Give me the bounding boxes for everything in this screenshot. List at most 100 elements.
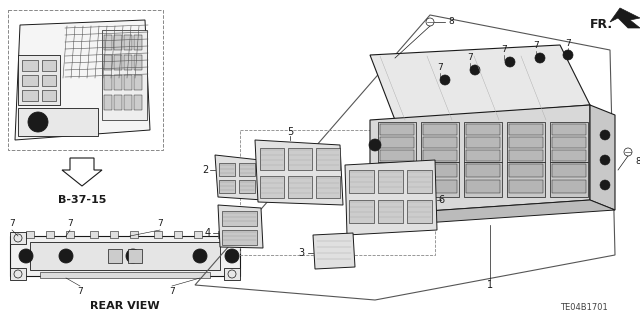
Bar <box>22 60 38 71</box>
Bar <box>423 124 457 135</box>
Polygon shape <box>610 8 640 28</box>
Bar <box>240 130 435 255</box>
Bar <box>316 148 340 170</box>
Bar <box>134 95 142 110</box>
Bar <box>104 95 112 110</box>
Circle shape <box>228 252 236 260</box>
Bar <box>124 95 132 110</box>
Bar <box>288 176 312 198</box>
Bar <box>380 124 414 135</box>
Text: 7: 7 <box>437 63 443 72</box>
Circle shape <box>566 53 570 57</box>
Bar <box>22 75 38 86</box>
Bar <box>466 137 500 148</box>
Bar <box>42 75 56 86</box>
Bar <box>378 200 403 223</box>
Text: 1: 1 <box>487 280 493 290</box>
Polygon shape <box>370 45 590 120</box>
Circle shape <box>22 252 30 260</box>
Bar <box>552 180 586 193</box>
Text: 2: 2 <box>202 165 208 175</box>
Bar <box>239 163 255 176</box>
Bar <box>154 231 162 238</box>
Bar <box>552 124 586 135</box>
Bar <box>42 90 56 101</box>
Circle shape <box>472 68 477 72</box>
Bar <box>134 35 142 50</box>
Text: 8: 8 <box>635 158 640 167</box>
Circle shape <box>369 139 381 151</box>
Bar <box>260 148 284 170</box>
Polygon shape <box>215 155 263 200</box>
Bar <box>114 95 122 110</box>
Bar <box>124 35 132 50</box>
Bar <box>421 122 459 162</box>
Circle shape <box>505 57 515 67</box>
Bar <box>380 180 414 193</box>
Circle shape <box>442 78 447 83</box>
Bar <box>26 231 34 238</box>
Bar <box>552 150 586 161</box>
Bar <box>22 90 38 101</box>
Bar <box>104 35 112 50</box>
Polygon shape <box>370 105 590 215</box>
Polygon shape <box>370 200 615 225</box>
Circle shape <box>129 252 137 260</box>
Text: 7: 7 <box>467 54 473 63</box>
Text: 7: 7 <box>565 39 571 48</box>
Bar <box>10 268 26 280</box>
Bar <box>130 231 138 238</box>
Bar <box>104 55 112 70</box>
Bar <box>219 163 235 176</box>
Bar <box>40 272 210 278</box>
Bar <box>378 162 416 197</box>
Bar <box>466 180 500 193</box>
Polygon shape <box>313 233 355 269</box>
Bar <box>509 124 543 135</box>
Bar <box>507 122 545 162</box>
Bar <box>349 200 374 223</box>
Text: 7: 7 <box>9 219 15 228</box>
Bar <box>18 108 98 136</box>
Bar <box>421 162 459 197</box>
Circle shape <box>59 249 73 263</box>
Bar <box>134 75 142 90</box>
Bar <box>466 164 500 177</box>
Bar <box>550 122 588 162</box>
Bar <box>8 10 163 150</box>
Bar <box>380 164 414 177</box>
Bar <box>423 164 457 177</box>
Bar <box>509 180 543 193</box>
Text: 7: 7 <box>169 287 175 296</box>
Bar <box>219 180 235 193</box>
Text: 7: 7 <box>501 46 507 55</box>
Bar <box>114 75 122 90</box>
Bar <box>218 231 226 238</box>
Bar <box>110 231 118 238</box>
Bar <box>507 162 545 197</box>
Bar <box>108 249 122 263</box>
Bar <box>380 150 414 161</box>
Polygon shape <box>255 140 343 205</box>
Bar <box>509 137 543 148</box>
Bar <box>509 164 543 177</box>
Bar <box>380 137 414 148</box>
Bar <box>407 170 432 193</box>
Bar <box>239 180 255 193</box>
Bar <box>174 231 182 238</box>
Text: 7: 7 <box>157 219 163 228</box>
Polygon shape <box>345 160 437 235</box>
Text: 4: 4 <box>205 228 211 238</box>
Bar <box>30 242 220 270</box>
Bar <box>316 176 340 198</box>
Bar <box>552 137 586 148</box>
Bar <box>134 55 142 70</box>
Bar <box>423 137 457 148</box>
Bar <box>466 124 500 135</box>
Text: 3: 3 <box>298 248 304 258</box>
Text: 7: 7 <box>67 219 73 228</box>
Text: 5: 5 <box>287 127 293 137</box>
Bar <box>509 150 543 161</box>
Polygon shape <box>62 158 102 186</box>
Circle shape <box>470 65 480 75</box>
